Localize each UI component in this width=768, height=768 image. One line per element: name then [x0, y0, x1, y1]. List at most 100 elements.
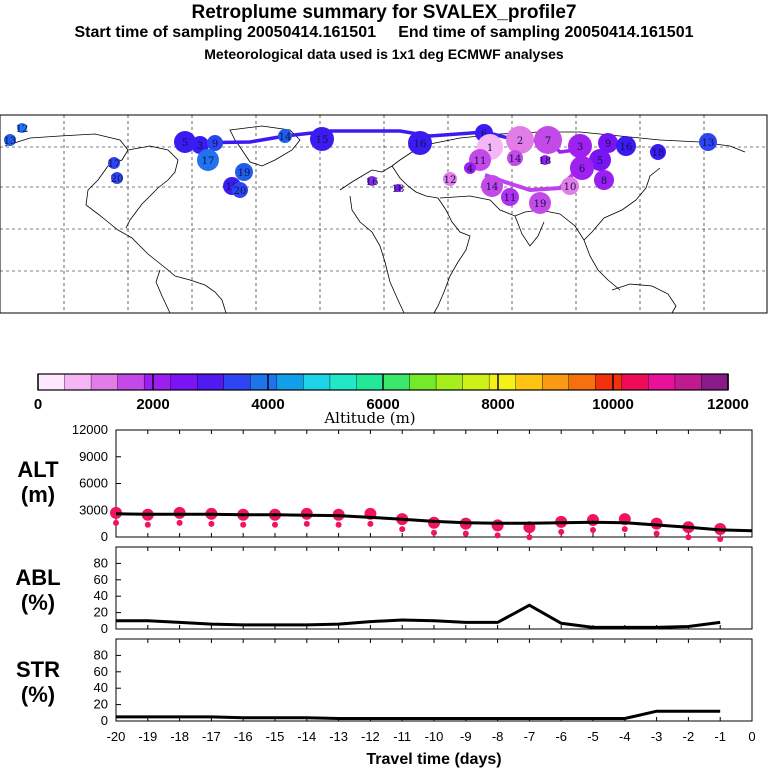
colorbar-tick-label: 6000 — [366, 396, 399, 413]
cluster-marker — [501, 188, 519, 206]
altitude-cluster-point-minor — [717, 535, 724, 542]
y-axis-unit: (%) — [21, 590, 55, 615]
cluster-label: 17 — [202, 156, 215, 167]
colorbar-ticks: 0 2000 4000 6000 8000 10000 12000 — [34, 374, 749, 413]
y-axis-label: ALT — [17, 457, 59, 482]
colorbar-cell — [250, 373, 278, 391]
cluster-marker — [568, 134, 592, 158]
cluster-marker — [310, 127, 334, 151]
map-frame — [0, 114, 768, 314]
cluster-marker — [570, 156, 594, 180]
altitude-cluster-point-minor — [144, 521, 151, 528]
x-tick-label: -7 — [524, 729, 536, 744]
altitude-cluster-point-minor — [176, 519, 183, 526]
series-line — [116, 709, 721, 720]
colorbar-cells — [37, 373, 729, 391]
cluster-label: 15 — [316, 135, 329, 146]
cluster-marker — [699, 133, 717, 151]
cluster-label: 18 — [392, 184, 405, 195]
end-time: End time of sampling 20050414.161501 — [398, 24, 694, 41]
cluster-label: 20 — [111, 174, 124, 185]
x-tick-label: -4 — [619, 729, 631, 744]
cluster-label: 12 — [444, 175, 457, 186]
altitude-cluster-point-minor — [590, 527, 596, 534]
cluster-marker — [529, 192, 551, 214]
x-tick-label: -20 — [107, 729, 126, 744]
colorbar-cell — [409, 373, 437, 391]
colorbar-cell — [595, 373, 623, 391]
y-tick-label: 9000 — [79, 449, 108, 464]
altitude-cluster-point-minor — [113, 519, 119, 526]
panel-frame — [115, 546, 753, 630]
cluster-marker — [481, 175, 503, 197]
colorbar-cell — [303, 373, 331, 391]
x-tick-label: -16 — [234, 729, 253, 744]
cluster-marker — [367, 176, 377, 186]
cluster-label: 20 — [234, 186, 247, 197]
cluster-label: 14 — [509, 154, 522, 165]
x-tick-label: -9 — [460, 729, 472, 744]
cluster-label: 11 — [504, 193, 517, 204]
panel-alt: 0 3000 6000 9000 12000 ALT(m) — [17, 422, 753, 544]
x-tick-label: -5 — [587, 729, 599, 744]
colorbar-cell — [329, 373, 358, 391]
cluster-marker — [594, 170, 614, 190]
colorbar-cell — [515, 373, 543, 391]
altitude-cluster-point-minor — [558, 528, 565, 535]
colorbar-tick-label: 0 — [34, 396, 42, 413]
colorbar-cell — [117, 373, 145, 391]
colorbar-cell — [674, 373, 703, 391]
cluster-label: 3 — [197, 141, 203, 152]
altitude-cluster-point-minor — [462, 530, 469, 537]
cluster-label: 2 — [517, 136, 523, 147]
x-tick-label: -6 — [555, 729, 567, 744]
x-tick-label: -14 — [297, 729, 316, 744]
cluster-marker — [650, 144, 666, 160]
colorbar-cell — [382, 373, 411, 391]
altitude-cluster-point-minor — [431, 529, 437, 536]
altitude-cluster-point-minor — [621, 526, 628, 533]
y-tick-label: 80 — [94, 647, 108, 662]
cluster-marker — [561, 177, 579, 195]
cluster-marker — [174, 131, 196, 153]
cluster-marker — [507, 150, 523, 166]
cluster-label: 14 — [279, 132, 292, 143]
colorbar-cell — [143, 373, 172, 391]
x-tick-label: -15 — [266, 729, 285, 744]
start-time: Start time of sampling 20050414.161501 — [74, 24, 377, 41]
cluster-marker — [235, 163, 253, 181]
cluster-marker — [598, 133, 618, 153]
cluster-label: 8 — [601, 176, 607, 187]
meteo-data-note: Meteorological data used is 1x1 deg ECMW… — [204, 46, 564, 62]
x-tick-label: -1 — [714, 729, 726, 744]
cluster-label: 13 — [4, 136, 17, 147]
altitude-cluster-point-minor — [335, 521, 342, 528]
altitude-cluster-point — [110, 506, 122, 519]
y-axis-label: STR — [16, 657, 60, 682]
cluster-label: 7 — [545, 136, 551, 147]
cluster-marker — [394, 184, 402, 192]
cluster-marker — [408, 131, 432, 155]
cluster-label: 4 — [467, 164, 473, 175]
cluster-marker — [232, 182, 248, 198]
x-tick-label: -3 — [651, 729, 663, 744]
cluster-label: 9 — [605, 139, 611, 150]
y-tick-label: 12000 — [72, 422, 108, 437]
cluster-marker — [108, 157, 120, 169]
cluster-label: 19 — [534, 199, 547, 210]
x-tick-label: -18 — [170, 729, 189, 744]
colorbar-cell — [648, 373, 676, 391]
cluster-label: 13 — [702, 138, 715, 149]
x-tick-label: -2 — [683, 729, 695, 744]
cluster-marker — [207, 135, 223, 151]
y-tick-label: 0 — [101, 529, 108, 544]
colorbar-axis-title: Altitude (m) — [323, 409, 415, 427]
colorbar-cell — [621, 373, 650, 391]
cluster-label: 16 — [414, 139, 427, 150]
cluster-label: 10 — [564, 182, 577, 193]
x-tick-label: -11 — [393, 729, 411, 744]
y-tick-label: 0 — [101, 621, 108, 636]
